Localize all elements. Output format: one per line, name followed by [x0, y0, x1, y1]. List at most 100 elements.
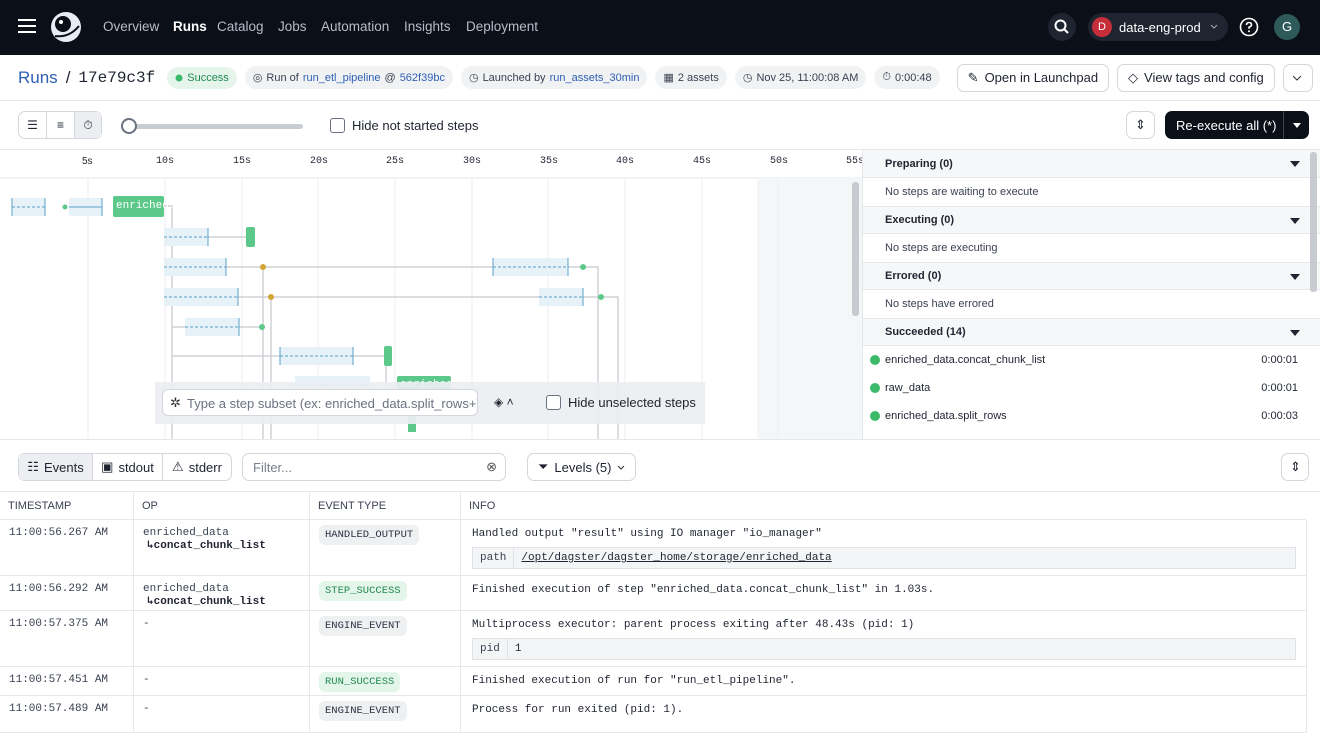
levels-button[interactable]: ⏷ Levels (5)	[527, 453, 636, 481]
time-tick: 5s	[82, 156, 93, 167]
info-text: Finished execution of step "enriched_dat…	[472, 584, 1297, 596]
tags-button[interactable]: ◇ View tags and config	[1117, 64, 1275, 92]
run-id: 17e79c3f	[78, 69, 155, 87]
checkbox-label: Hide unselected steps	[568, 395, 696, 410]
top-nav: Overview Runs Catalog Jobs Automation In…	[0, 0, 1320, 55]
assets-tag[interactable]: ▦ 2 assets	[655, 66, 726, 89]
deployment-name: data-eng-prod	[1119, 20, 1201, 35]
logo[interactable]	[49, 10, 83, 44]
step-row[interactable]: raw_data 0:00:01	[863, 374, 1320, 402]
checkbox[interactable]	[546, 395, 561, 410]
deployment-switcher[interactable]: D data-eng-prod	[1088, 13, 1228, 41]
timestamp: 11:00:57.489 AM	[9, 703, 108, 715]
checkbox[interactable]	[330, 118, 345, 133]
help-icon[interactable]	[1239, 17, 1259, 37]
filter-input[interactable]: Filter...⊗	[242, 453, 506, 481]
step-subset-input[interactable]: ✲Type a step subset (ex: enriched_data.s…	[162, 389, 478, 416]
section-header[interactable]: Errored (0)	[863, 262, 1320, 290]
scrollbar	[1310, 152, 1317, 292]
time-tag: ◷ Nov 25, 11:00:08 AM	[735, 66, 867, 89]
step-label[interactable]: enriched…	[116, 200, 175, 212]
label: Events	[44, 460, 84, 475]
zoom-handle[interactable]	[121, 118, 137, 134]
time-tick: 25s	[386, 156, 404, 167]
run-header: Runs / 17e79c3f Success ◎ Run of run_etl…	[0, 55, 1320, 101]
layers-button[interactable]: ◈ ˄	[494, 395, 514, 409]
info-text: Process for run exited (pid: 1).	[472, 704, 1297, 716]
event-type-cell: ENGINE_EVENT	[310, 696, 461, 732]
nav-link[interactable]: Jobs	[278, 19, 307, 34]
menu-icon[interactable]	[18, 18, 36, 34]
section-header[interactable]: Succeeded (14)	[863, 318, 1320, 346]
step-duration: 0:00:01	[1261, 382, 1298, 394]
more-button[interactable]	[1283, 64, 1313, 92]
nav-link[interactable]: Overview	[103, 19, 159, 34]
time-tick: 15s	[233, 156, 251, 167]
timestamp-cell: 11:00:57.489 AM	[0, 696, 134, 732]
nav-link[interactable]: Runs	[173, 19, 207, 34]
tab[interactable]: ☷ Events	[19, 454, 93, 480]
timed-view-button[interactable]: ⏱	[75, 112, 101, 138]
info-cell: Process for run exited (pid: 1).	[461, 696, 1306, 732]
status-text: Success	[187, 72, 229, 84]
step-filter-bar: ✲Type a step subset (ex: enriched_data.s…	[155, 382, 705, 424]
step-row[interactable]: enriched_data.concat_chunk_list0:00:01	[863, 346, 1320, 374]
time-tick: 45s	[693, 156, 711, 167]
time-tick: 40s	[616, 156, 634, 167]
log-tabs: ☷ Events ▣ stdout ⚠ stderr	[18, 453, 232, 481]
op-name: -	[143, 674, 300, 687]
search-button[interactable]	[1048, 13, 1076, 41]
job-link[interactable]: run_etl_pipeline	[303, 72, 381, 84]
deployment-avatar: D	[1092, 17, 1112, 37]
nav-link[interactable]: Insights	[404, 19, 451, 34]
op-cell: -	[134, 696, 310, 732]
launchpad-button[interactable]: ✎ Open in Launchpad	[957, 64, 1109, 92]
breadcrumb-link[interactable]: Runs	[18, 68, 58, 88]
section-header[interactable]: Executing (0)	[863, 206, 1320, 234]
time-tick: 10s	[156, 156, 174, 167]
waterfall-view-button[interactable]: ≡	[47, 112, 75, 138]
nav-link[interactable]: Catalog	[217, 19, 264, 34]
tab[interactable]: ⚠ stderr	[163, 454, 231, 480]
timestamp-cell: 11:00:56.292 AM	[0, 576, 134, 610]
timestamp: 11:00:57.375 AM	[9, 618, 108, 630]
sensor-link[interactable]: run_assets_30min	[550, 72, 640, 84]
time-tick: 30s	[463, 156, 481, 167]
reexecute-button[interactable]: Re-execute all (*)	[1165, 111, 1309, 139]
info-cell: Finished execution of run for "run_etl_p…	[461, 667, 1306, 695]
op-cell: enriched_data↳concat_chunk_list	[134, 576, 310, 610]
label: Launched by	[483, 72, 546, 84]
nav-link[interactable]: Deployment	[466, 19, 538, 34]
time-tick: 35s	[540, 156, 558, 167]
metadata-value[interactable]: /opt/dagster/dagster_home/storage/enrich…	[514, 552, 838, 564]
label: 2 assets	[678, 72, 719, 84]
step-name: raw_data	[885, 382, 930, 394]
snapshot-link[interactable]: 562f39bc	[400, 72, 445, 84]
step-duration: 0:00:01	[1261, 354, 1298, 366]
column-header: INFO	[461, 492, 1306, 520]
op-name: enriched_data	[143, 527, 300, 540]
label: stderr	[189, 460, 222, 475]
steps-panel: Preparing (0) No steps are waiting to ex…	[862, 150, 1320, 440]
checkbox-label: Hide not started steps	[352, 118, 478, 133]
log-row: 11:00:57.489 AM -ENGINE_EVENT Process for …	[0, 696, 1306, 733]
step-row[interactable]: enriched_data.split_rows0:00:03	[863, 402, 1320, 430]
sort-button[interactable]: ⇕	[1126, 111, 1155, 139]
info-text: Handled output "result" using IO manager…	[472, 528, 1297, 540]
timestamp-cell: 11:00:56.267 AM	[0, 520, 134, 575]
nav-link[interactable]: Automation	[321, 19, 389, 34]
time-tick: 20s	[310, 156, 328, 167]
sort-button[interactable]: ⇕	[1281, 453, 1309, 481]
label: 0:00:48	[895, 72, 932, 84]
tab[interactable]: ▣ stdout	[93, 454, 163, 480]
section-header[interactable]: Preparing (0)	[863, 150, 1320, 178]
time-tick: 55s	[846, 156, 862, 167]
metadata-value: 1	[508, 643, 529, 655]
log-toolbar: ☷ Events ▣ stdout ⚠ stderr Filter...⊗ ⏷ …	[0, 441, 1320, 492]
timestamp-cell: 11:00:57.451 AM	[0, 667, 134, 695]
zoom-slider[interactable]	[128, 124, 303, 129]
step-name: enriched_data.split_rows	[885, 410, 1007, 422]
placeholder: Type a step subset (ex: enriched_data.sp…	[187, 396, 478, 411]
user-avatar[interactable]: G	[1274, 14, 1300, 40]
flat-view-button[interactable]: ☰	[19, 112, 47, 138]
